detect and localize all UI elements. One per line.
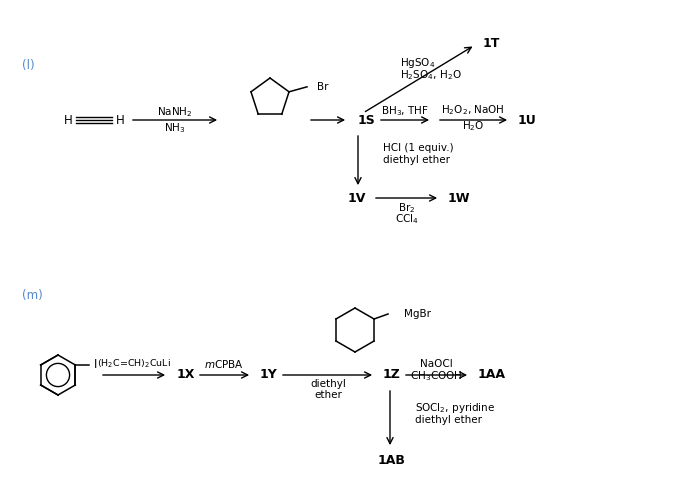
Text: SOCl$_2$, pyridine: SOCl$_2$, pyridine (415, 401, 495, 415)
Text: H$_2$O$_2$, NaOH: H$_2$O$_2$, NaOH (441, 103, 505, 117)
Text: $m$CPBA: $m$CPBA (204, 358, 244, 370)
Text: 1AA: 1AA (478, 369, 506, 381)
Text: NH$_3$: NH$_3$ (164, 121, 186, 135)
Text: ether: ether (314, 390, 342, 400)
Text: Br: Br (317, 82, 329, 92)
Text: 1T: 1T (483, 37, 500, 50)
Text: 1AB: 1AB (378, 453, 406, 466)
Text: NaNH$_2$: NaNH$_2$ (158, 105, 193, 119)
Text: MgBr: MgBr (404, 309, 431, 319)
Text: 1Z: 1Z (383, 369, 401, 381)
Text: H: H (63, 114, 72, 126)
Text: Br$_2$: Br$_2$ (398, 201, 416, 215)
Text: HCl (1 equiv.): HCl (1 equiv.) (383, 143, 453, 153)
Text: BH$_3$, THF: BH$_3$, THF (381, 104, 429, 118)
Text: (m): (m) (22, 289, 43, 302)
Text: NaOCl: NaOCl (420, 359, 453, 369)
Text: CCl$_4$: CCl$_4$ (395, 212, 419, 226)
Text: diethyl ether: diethyl ether (383, 155, 450, 165)
Text: 1V: 1V (348, 191, 367, 204)
Text: H: H (116, 114, 125, 126)
Text: CH$_3$COOH: CH$_3$COOH (410, 369, 462, 383)
Text: HgSO$_4$: HgSO$_4$ (400, 56, 436, 70)
Text: 1W: 1W (448, 191, 471, 204)
Text: 1X: 1X (177, 369, 195, 381)
Text: (H$_2$C=CH)$_2$CuLi: (H$_2$C=CH)$_2$CuLi (97, 358, 171, 370)
Text: 1Y: 1Y (260, 369, 278, 381)
Text: 1U: 1U (518, 114, 537, 126)
Text: diethyl ether: diethyl ether (415, 415, 482, 425)
Text: diethyl: diethyl (310, 379, 346, 389)
Text: I: I (94, 359, 98, 372)
Text: 1S: 1S (358, 114, 376, 126)
Text: (l): (l) (22, 59, 34, 72)
Text: H$_2$SO$_4$, H$_2$O: H$_2$SO$_4$, H$_2$O (400, 68, 462, 82)
Text: H$_2$O: H$_2$O (462, 119, 484, 133)
